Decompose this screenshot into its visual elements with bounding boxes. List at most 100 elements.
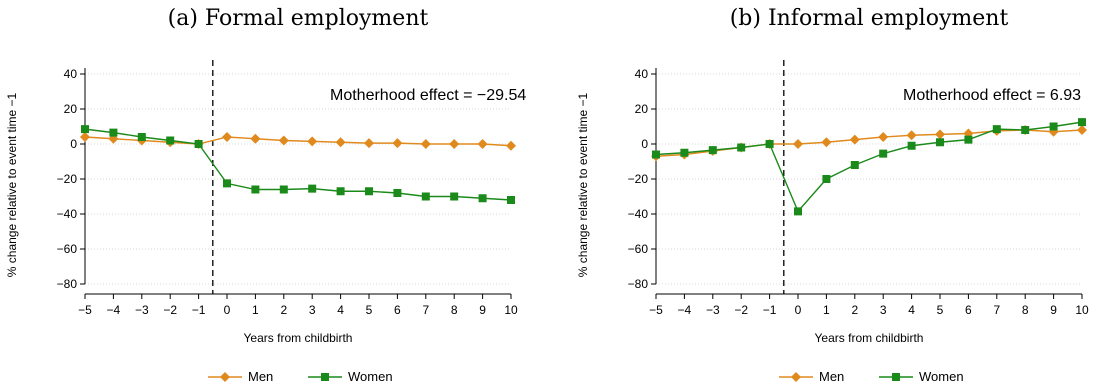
- y-tick-label: −20: [628, 172, 649, 186]
- x-tick-label: 0: [224, 303, 231, 317]
- y-tick-label: −20: [57, 172, 78, 186]
- point-women: [1049, 122, 1058, 131]
- legend: Men Women: [779, 369, 964, 384]
- legend-label-women: Women: [348, 369, 393, 384]
- point-women: [336, 187, 345, 196]
- y-tick-label: −60: [57, 242, 78, 256]
- point-men: [821, 137, 832, 148]
- x-tick-label: −4: [107, 303, 121, 317]
- x-axis-label: Years from childbirth: [244, 331, 353, 345]
- x-tick-label: 10: [1075, 303, 1089, 317]
- x-tick-label: 4: [337, 303, 344, 317]
- x-tick-label: 8: [451, 303, 458, 317]
- x-tick-label: 9: [1050, 303, 1057, 317]
- point-women: [393, 189, 402, 197]
- point-women: [450, 192, 459, 201]
- x-tick-label: −3: [135, 303, 149, 317]
- series-line-men: [84, 136, 512, 147]
- point-women: [992, 125, 1001, 134]
- x-tick-label: 3: [880, 303, 887, 317]
- y-tick-label: 0: [70, 137, 77, 151]
- point-men: [364, 138, 374, 149]
- x-tick-label: −2: [734, 303, 748, 317]
- point-men: [420, 139, 431, 149]
- point-men: [878, 132, 889, 142]
- point-men: [278, 135, 289, 146]
- x-tick-label: −4: [678, 303, 692, 317]
- panel-formal-employment: (a) Formal employment 40 20 0 −20 −4 0 −60 −80−5…: [5, 6, 526, 384]
- x-tick-label: 5: [366, 303, 373, 317]
- y-tick-label: 40: [64, 67, 78, 81]
- point-women: [81, 125, 89, 134]
- x-tick-label: 4: [908, 303, 915, 317]
- point-women: [794, 207, 802, 216]
- point-men: [793, 139, 803, 149]
- series-line-men: [655, 129, 1083, 157]
- point-women: [194, 140, 203, 148]
- point-men: [449, 139, 460, 149]
- point-men: [935, 129, 945, 140]
- x-tick-label: 1: [823, 303, 830, 317]
- point-men: [250, 133, 261, 144]
- point-women: [421, 192, 430, 201]
- x-tick-label: 1: [252, 303, 259, 317]
- x-tick-label: 10: [504, 303, 518, 317]
- point-men: [335, 137, 346, 148]
- x-tick-label: 8: [1022, 303, 1029, 317]
- point-women: [936, 138, 944, 147]
- x-tick-label: 6: [394, 303, 401, 317]
- x-tick-label: 7: [993, 303, 1000, 317]
- point-men: [222, 132, 232, 142]
- point-women: [907, 141, 916, 150]
- point-women: [365, 187, 373, 196]
- y-tick-label: −80: [628, 277, 649, 291]
- y-tick-label: −40: [628, 207, 649, 221]
- point-men: [1077, 125, 1087, 135]
- legend: Men Women: [208, 369, 393, 384]
- point-women: [1021, 126, 1030, 134]
- point-women: [765, 140, 774, 148]
- point-women: [680, 148, 689, 157]
- y-tick-label: −60: [628, 242, 649, 256]
- series-line-women: [655, 121, 1083, 213]
- point-women: [652, 150, 660, 159]
- point-men: [849, 134, 860, 145]
- legend-marker-men: [220, 372, 230, 382]
- point-women: [251, 185, 260, 194]
- point-men: [392, 138, 403, 149]
- point-women: [850, 161, 859, 169]
- y-tick-label: −80: [57, 277, 78, 291]
- panel-title: (a) Formal employment: [168, 6, 429, 31]
- y-tick-label: 20: [635, 102, 649, 116]
- x-tick-label: 0: [795, 303, 802, 317]
- x-tick-label: −1: [763, 303, 777, 317]
- y-axis-label: % change relative to event time −1: [576, 92, 590, 277]
- legend-marker-women: [321, 373, 329, 381]
- point-women: [478, 194, 487, 203]
- x-tick-label: 2: [280, 303, 287, 317]
- legend-marker-women: [892, 373, 900, 381]
- legend-label-men: Men: [248, 369, 273, 384]
- x-tick-label: 5: [937, 303, 944, 317]
- panel-informal-employment: (b) Informal employment40200−20−40−60−80…: [576, 6, 1089, 384]
- motherhood-effect-annotation: Motherhood effect = −29.54: [330, 87, 526, 104]
- point-women: [879, 149, 888, 158]
- y-axis-label: % change relative to event time −1: [5, 92, 19, 277]
- y-tick-label: 20: [64, 102, 78, 116]
- x-axis-label: Years from childbirth: [815, 331, 924, 345]
- x-tick-label: −5: [78, 303, 92, 317]
- y-tick-label: 0: [641, 137, 648, 151]
- point-women: [737, 143, 746, 152]
- point-women: [507, 196, 515, 204]
- point-women: [223, 179, 231, 188]
- x-tick-label: 2: [851, 303, 858, 317]
- point-women: [708, 146, 717, 155]
- point-men: [80, 132, 90, 142]
- point-men: [906, 130, 917, 141]
- point-men: [307, 136, 318, 147]
- point-women: [279, 185, 288, 194]
- panel-title: (b) Informal employment: [730, 6, 1009, 31]
- y-tick-label: 40: [635, 67, 649, 81]
- legend-marker-men: [791, 372, 801, 382]
